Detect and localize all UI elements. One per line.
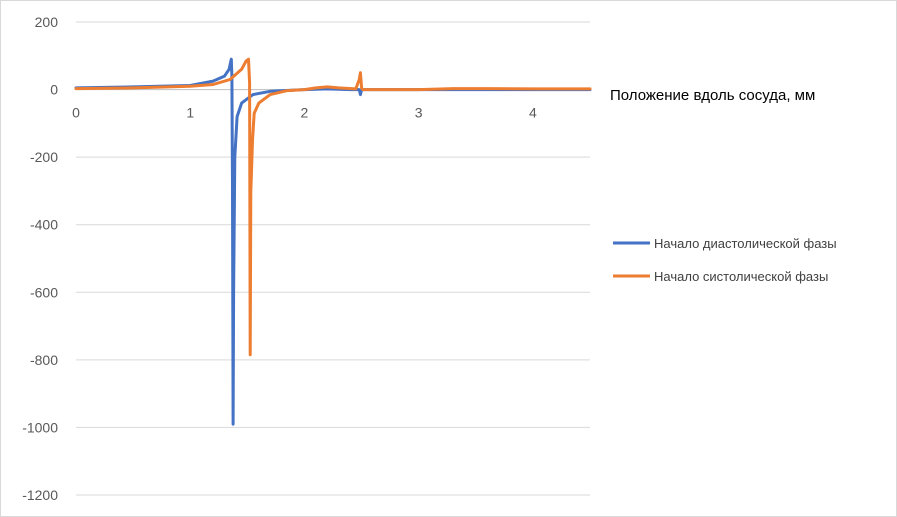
y-tick-label: 200 [35, 14, 59, 30]
x-tick-label: 1 [186, 105, 194, 121]
series-line-1 [74, 57, 592, 426]
y-tick-label: -1000 [22, 419, 58, 435]
y-tick-label: -1200 [22, 487, 58, 503]
series-lines [74, 57, 592, 426]
y-tick-label: -200 [30, 149, 58, 165]
x-axis-title: Положение вдоль сосуда, мм [610, 87, 815, 104]
y-tick-label: 0 [50, 82, 58, 98]
x-axis: 0 1 2 3 4 [72, 89, 590, 121]
x-tick-label: 2 [301, 105, 309, 121]
x-tick-label: 4 [529, 105, 537, 121]
series-line-2 [74, 57, 592, 357]
x-tick-label: 0 [72, 105, 80, 121]
y-axis-tick-labels: 200 0 -200 -400 -600 -800 -1000 -1200 [22, 14, 58, 503]
y-tick-label: -800 [30, 352, 58, 368]
legend-label: Начало диастолической фазы [654, 236, 837, 251]
x-tick-label: 3 [415, 105, 423, 121]
gridlines [76, 21, 590, 496]
legend-label: Начало систолической фазы [654, 269, 828, 284]
y-tick-label: -400 [30, 217, 58, 233]
legend: Начало диастолической фазы Начало систоли… [613, 236, 837, 284]
y-tick-label: -600 [30, 284, 58, 300]
